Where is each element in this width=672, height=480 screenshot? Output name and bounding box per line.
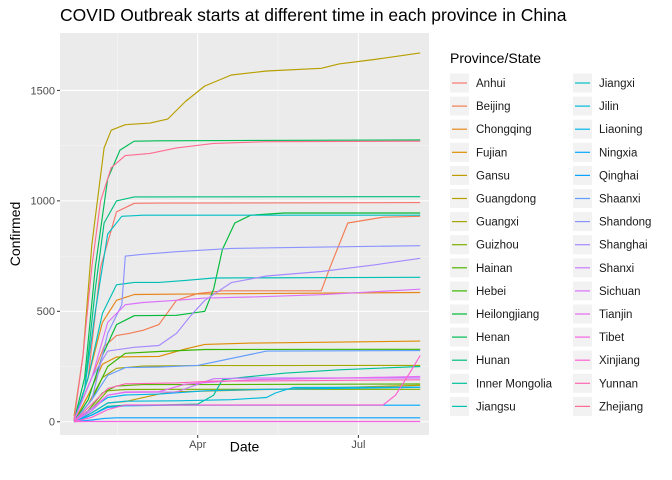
legend-label: Fujian (476, 147, 507, 159)
series-line-sichuan (73, 288, 421, 421)
legend-item-ningxia: Ningxia (573, 142, 638, 162)
legend-item-hebei: Hebei (450, 281, 506, 301)
legend-item-shanghai: Shanghai (573, 235, 648, 255)
legend-label: Shaanxi (599, 194, 641, 206)
legend-item-heilongjiang: Heilongjiang (450, 304, 539, 324)
legend: Anhui Beijing Chongqing Fujian Gansu Guangdon… (450, 73, 651, 416)
legend-item-jiangsu: Jiangsu (450, 396, 516, 416)
legend-item-xinjiang: Xinjiang (573, 350, 640, 370)
y-axis: 0 500 1000 1500 (31, 85, 60, 429)
legend-label: Shandong (599, 217, 651, 229)
legend-label: Chongqing (476, 124, 532, 136)
legend-label: Hainan (476, 263, 512, 275)
legend-label: Jiangxi (599, 78, 635, 90)
legend-item-sichuan: Sichuan (573, 281, 641, 301)
legend-label: Guizhou (476, 240, 519, 252)
legend-label: Hunan (476, 355, 510, 367)
legend-label: Anhui (476, 78, 505, 90)
legend-item-zhejiang: Zhejiang (573, 396, 643, 416)
legend-label: Heilongjiang (476, 309, 539, 321)
legend-item-tianjin: Tianjin (573, 304, 632, 324)
legend-item-hainan: Hainan (450, 258, 512, 278)
legend-label: Tianjin (599, 309, 632, 321)
series-line-zhejiang (73, 140, 421, 420)
series-line-yunnan (73, 379, 421, 422)
y-tick-label: 0 (49, 417, 55, 429)
legend-label: Shanxi (599, 263, 634, 275)
legend-label: Beijing (476, 101, 511, 113)
legend-item-tibet: Tibet (573, 327, 625, 347)
legend-item-shanxi: Shanxi (573, 258, 634, 278)
series-line-qinghai (74, 417, 421, 423)
series-line-shaanxi (73, 350, 421, 423)
legend-item-chongqing: Chongqing (450, 119, 532, 139)
legend-label: Jilin (599, 101, 619, 113)
legend-label: Jiangsu (476, 401, 516, 413)
legend-label: Qinghai (599, 170, 639, 182)
legend-item-beijing: Beijing (450, 96, 511, 116)
legend-label: Ningxia (599, 147, 638, 159)
legend-item-shaanxi: Shaanxi (573, 189, 641, 208)
legend-item-liaoning: Liaoning (573, 119, 642, 139)
series-line-xinjiang (73, 355, 421, 423)
legend-item-jiangxi: Jiangxi (573, 73, 635, 93)
legend-item-shandong: Shandong (573, 212, 651, 232)
legend-item-anhui: Anhui (450, 73, 505, 93)
y-tick-label: 1500 (31, 85, 55, 97)
y-axis-title: Confirmed (7, 202, 23, 267)
legend-label: Gansu (476, 170, 510, 182)
legend-title: Province/State (450, 50, 541, 66)
series-line-jiangsu (73, 276, 421, 422)
x-axis: Apr Jul (189, 435, 365, 451)
legend-label: Yunnan (599, 378, 638, 390)
legend-item-inner-mongolia: Inner Mongolia (450, 373, 553, 393)
legend-item-gansu: Gansu (450, 165, 510, 185)
legend-item-guizhou: Guizhou (450, 235, 519, 255)
y-tick-label: 500 (37, 306, 55, 318)
legend-label: Guangdong (476, 194, 536, 206)
legend-label: Tibet (599, 332, 625, 344)
x-tick-label: Jul (351, 439, 365, 451)
legend-item-henan: Henan (450, 327, 510, 347)
legend-item-yunnan: Yunnan (573, 373, 638, 393)
legend-label: Guangxi (476, 217, 519, 229)
legend-label: Sichuan (599, 286, 641, 298)
series-line-jilin (73, 386, 421, 423)
series-line-henan (73, 139, 421, 421)
legend-item-guangxi: Guangxi (450, 212, 519, 232)
series-line-shandong (73, 245, 421, 422)
chart-title: COVID Outbreak starts at different time … (60, 5, 567, 25)
legend-item-fujian: Fujian (450, 142, 507, 162)
legend-item-qinghai: Qinghai (573, 165, 639, 185)
legend-item-hunan: Hunan (450, 350, 510, 370)
legend-label: Shanghai (599, 240, 648, 252)
series-line-jiangxi (73, 214, 421, 422)
y-tick-label: 1000 (31, 196, 55, 208)
plot-panel (60, 33, 429, 435)
x-axis-title: Date (230, 439, 260, 455)
legend-item-guangdong: Guangdong (450, 189, 536, 208)
series-line-guangdong (73, 52, 421, 417)
x-tick-label: Apr (189, 439, 206, 451)
major-gridlines (60, 33, 429, 435)
series-lines (73, 52, 421, 423)
legend-item-jilin: Jilin (573, 96, 619, 116)
series-line-shanghai (73, 257, 421, 421)
legend-label: Hebei (476, 286, 506, 298)
legend-label: Liaoning (599, 124, 642, 136)
legend-label: Xinjiang (599, 355, 640, 367)
legend-label: Henan (476, 332, 510, 344)
legend-label: Inner Mongolia (476, 378, 553, 390)
legend-label: Zhejiang (599, 401, 643, 413)
